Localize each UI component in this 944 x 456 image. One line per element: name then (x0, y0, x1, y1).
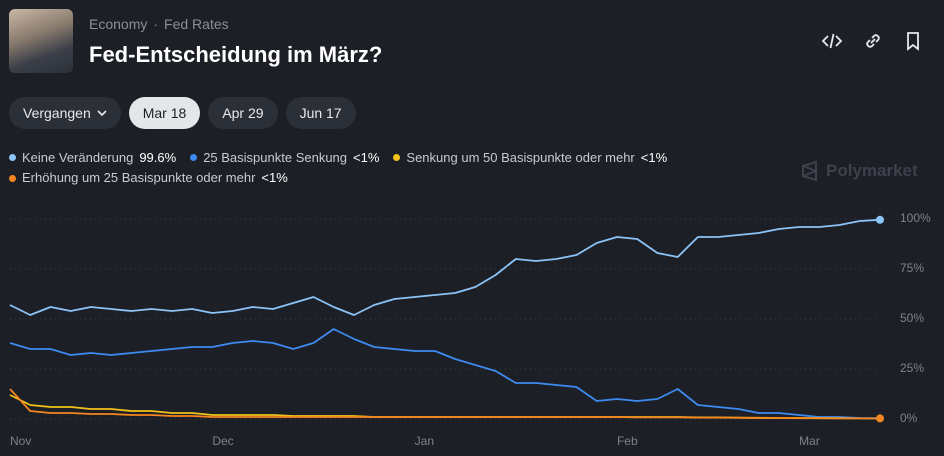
legend-dot (393, 154, 401, 161)
tab-label: Jun 17 (299, 105, 342, 121)
legend-value: <1% (640, 149, 668, 165)
y-tick-label: 75% (900, 261, 924, 275)
legend-dot (9, 174, 16, 182)
y-tick-label: 0% (900, 411, 918, 425)
bookmark-icon[interactable] (902, 30, 924, 52)
tab[interactable]: Mar 18 (128, 97, 201, 129)
tab-label: Mar 18 (142, 105, 187, 121)
tab-label: Vergangen (23, 105, 91, 121)
subcategory[interactable]: Fed Rates (164, 16, 229, 32)
x-tick-label: Dec (212, 434, 233, 448)
legend-name: Erhöhung um 25 Basispunkte oder mehr (22, 170, 256, 185)
legend: Keine Veränderung 99.6% 25 Basispunkte Sen… (9, 147, 769, 188)
legend-name: Senkung um 50 Basispunkte oder mehr (406, 149, 635, 165)
separator: · (153, 16, 159, 32)
legend-value: <1% (353, 149, 380, 165)
breadcrumb: Economy · Fed Rates (89, 16, 235, 32)
y-tick-label: 50% (900, 311, 924, 325)
legend-value: 99.6% (139, 149, 177, 165)
series-line (9, 388, 880, 420)
x-tick-label: Mar (799, 434, 820, 448)
legend-dot (9, 154, 16, 161)
embed-icon[interactable] (821, 30, 843, 52)
legend-entry: Senkung um 50 Basispunkte oder mehr <1% (393, 148, 667, 168)
tab[interactable]: Jun 17 (285, 97, 356, 129)
legend-entry: 25 Basispunkte Senkung <1% (190, 148, 379, 168)
legend-value: <1% (261, 170, 288, 185)
legend-entry: Erhöhung um 25 Basispunkte oder mehr <1% (9, 168, 288, 188)
category[interactable]: Economy (89, 16, 148, 32)
chevron (97, 110, 107, 117)
x-tick-label: Nov (10, 434, 31, 448)
legend-name: Keine Veränderung (22, 149, 134, 165)
legend-entry: Keine Veränderung 99.6% (9, 148, 176, 168)
tab-label: Apr 29 (222, 105, 264, 121)
logo (802, 160, 819, 182)
market-image (9, 9, 73, 73)
tab[interactable]: Vergangen (9, 97, 121, 129)
x-tick-label: Jan (415, 434, 434, 448)
link-icon[interactable] (862, 30, 884, 52)
x-tick-label: Feb (617, 434, 638, 448)
legend-dot (190, 154, 198, 161)
tab[interactable]: Apr 29 (208, 97, 278, 129)
date-tabs: Vergangen Mar 18 Apr 29 Jun 17 (9, 97, 356, 129)
end-dot (876, 215, 884, 224)
y-tick-label: 100% (900, 211, 931, 225)
series-line (9, 328, 881, 420)
legend-name: 25 Basispunkte Senkung (203, 149, 348, 165)
market-title: Fed-Entscheidung im März? (89, 42, 383, 67)
watermark: Polymarket (800, 160, 918, 182)
series-line (9, 218, 881, 316)
brand-name: Polymarket (826, 161, 918, 180)
y-tick-label: 25% (900, 361, 924, 375)
end-dot (876, 414, 884, 423)
